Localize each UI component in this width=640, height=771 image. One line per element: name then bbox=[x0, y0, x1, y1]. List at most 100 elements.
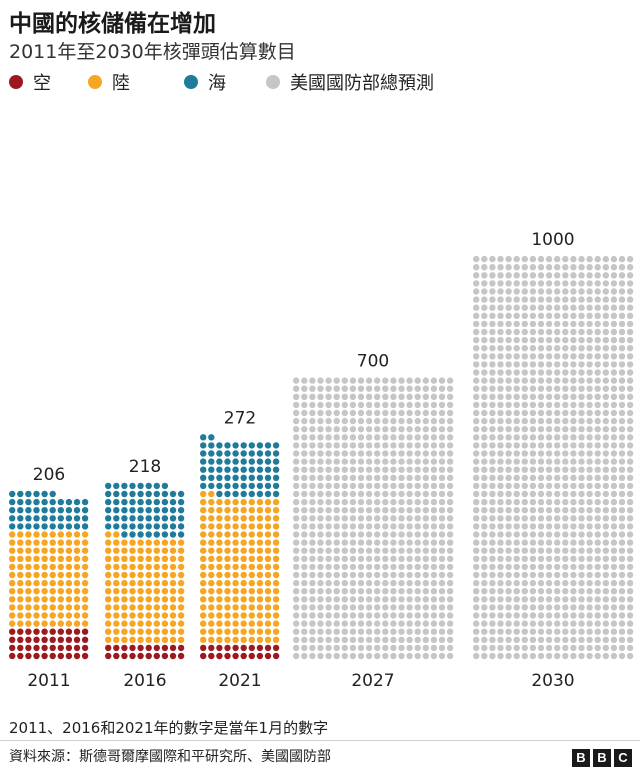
dot-2030 bbox=[481, 288, 488, 295]
dot-2027 bbox=[406, 652, 413, 660]
dot-2030 bbox=[562, 563, 569, 571]
dot-2016 bbox=[129, 620, 136, 627]
dot-2030 bbox=[513, 596, 520, 603]
dot-2030 bbox=[562, 531, 569, 538]
dot-2011 bbox=[73, 531, 81, 538]
dot-2030 bbox=[513, 272, 520, 279]
dot-2030 bbox=[505, 442, 512, 449]
dot-2030 bbox=[570, 531, 577, 538]
dot-2027 bbox=[365, 385, 373, 392]
dot-2030 bbox=[537, 296, 545, 303]
dot-2030 bbox=[513, 482, 520, 490]
dot-2027 bbox=[341, 555, 348, 562]
dot-2030 bbox=[554, 523, 561, 530]
dot-2030 bbox=[481, 596, 488, 603]
dot-2016 bbox=[169, 523, 177, 530]
dot-2030 bbox=[489, 490, 496, 498]
dot-2030 bbox=[594, 555, 601, 562]
dot-2027 bbox=[422, 644, 429, 652]
dot-2021 bbox=[248, 604, 255, 611]
dot-2030 bbox=[618, 466, 626, 473]
dot-2030 bbox=[497, 547, 504, 554]
dot-2016 bbox=[153, 515, 160, 522]
dot-2030 bbox=[618, 377, 626, 384]
dot-2030 bbox=[473, 563, 480, 571]
dot-2030 bbox=[497, 563, 504, 571]
dot-2027 bbox=[333, 401, 340, 409]
dot-2027 bbox=[365, 490, 373, 498]
dot-2011 bbox=[73, 628, 81, 635]
dot-2016 bbox=[105, 531, 112, 538]
dot-2027 bbox=[398, 409, 405, 417]
dot-2021 bbox=[272, 636, 280, 643]
dot-2016 bbox=[105, 612, 112, 619]
dot-2011 bbox=[41, 539, 48, 546]
dot-2011 bbox=[49, 490, 56, 498]
dot-2016 bbox=[161, 482, 169, 490]
dot-2027 bbox=[398, 401, 405, 409]
dot-2027 bbox=[430, 523, 438, 530]
dot-2027 bbox=[341, 579, 348, 587]
dot-2016 bbox=[177, 498, 185, 506]
dot-2021 bbox=[240, 474, 247, 481]
dot-2011 bbox=[17, 507, 24, 514]
dot-2027 bbox=[422, 628, 429, 635]
legend-label-projection: 美國國防部總預測 bbox=[290, 73, 434, 94]
dot-2027 bbox=[398, 377, 405, 384]
dot-2021 bbox=[264, 498, 272, 506]
dot-2030 bbox=[578, 498, 585, 506]
dot-2027 bbox=[317, 385, 324, 392]
dot-2021 bbox=[208, 458, 215, 465]
dot-2030 bbox=[562, 255, 569, 263]
dot-2030 bbox=[626, 361, 634, 368]
dot-2027 bbox=[301, 490, 308, 498]
dot-2030 bbox=[513, 255, 520, 263]
dot-2011 bbox=[65, 563, 73, 571]
dot-2027 bbox=[446, 377, 454, 384]
dot-2027 bbox=[333, 588, 340, 595]
dot-2027 bbox=[317, 482, 324, 490]
dot-2016 bbox=[113, 620, 120, 627]
dot-2027 bbox=[349, 515, 357, 522]
dot-2021 bbox=[216, 523, 223, 530]
dot-2030 bbox=[497, 620, 504, 627]
dot-2027 bbox=[325, 507, 332, 514]
dot-2030 bbox=[602, 385, 609, 392]
dot-2030 bbox=[562, 345, 569, 352]
dot-2030 bbox=[513, 409, 520, 417]
dot-2030 bbox=[481, 434, 488, 441]
dot-2016 bbox=[169, 612, 177, 619]
dot-2011 bbox=[17, 547, 24, 554]
dot-2021 bbox=[232, 498, 239, 506]
dot-2030 bbox=[489, 409, 496, 417]
dot-2030 bbox=[505, 353, 512, 360]
dot-2027 bbox=[357, 377, 365, 384]
dot-2030 bbox=[562, 652, 569, 660]
dot-2030 bbox=[529, 563, 537, 571]
dot-2027 bbox=[446, 523, 454, 530]
dot-2030 bbox=[578, 312, 585, 319]
dot-2027 bbox=[414, 588, 421, 595]
dot-2027 bbox=[317, 604, 324, 611]
dot-2027 bbox=[414, 377, 421, 384]
dot-2016 bbox=[129, 507, 136, 514]
dot-2021 bbox=[232, 466, 239, 473]
dot-2016 bbox=[137, 515, 144, 522]
dot-2027 bbox=[374, 612, 381, 619]
dot-2016 bbox=[137, 628, 144, 635]
dot-2027 bbox=[422, 466, 429, 473]
dot-2027 bbox=[349, 482, 357, 490]
dot-2027 bbox=[341, 377, 348, 384]
dot-2027 bbox=[349, 377, 357, 384]
dot-2016 bbox=[169, 547, 177, 554]
dot-2016 bbox=[177, 490, 185, 498]
dot-2027 bbox=[325, 401, 332, 409]
dot-2030 bbox=[489, 547, 496, 554]
dot-2030 bbox=[545, 393, 553, 400]
dot-2027 bbox=[422, 426, 429, 433]
dot-2030 bbox=[626, 507, 634, 514]
dot-2030 bbox=[594, 385, 601, 392]
dot-2027 bbox=[374, 620, 381, 627]
dot-2030 bbox=[562, 312, 569, 319]
dot-2030 bbox=[618, 474, 626, 481]
